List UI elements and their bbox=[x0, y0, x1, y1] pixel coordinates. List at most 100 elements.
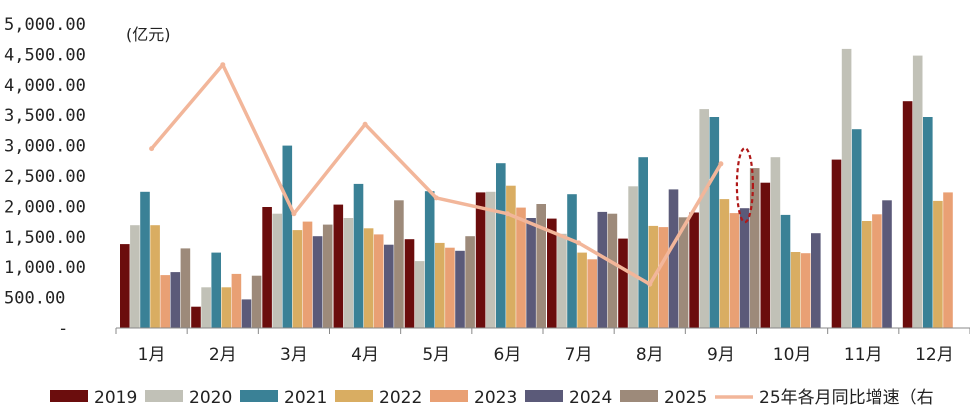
bar bbox=[800, 253, 811, 328]
bar bbox=[841, 48, 852, 329]
bar bbox=[638, 157, 648, 328]
bar bbox=[160, 275, 170, 328]
bar bbox=[475, 192, 486, 328]
bar bbox=[373, 234, 384, 328]
bar bbox=[150, 225, 160, 328]
growth-point bbox=[647, 281, 653, 287]
growth-point bbox=[576, 240, 582, 246]
growth-line bbox=[149, 62, 724, 287]
y-tick-label: 4,000.00 bbox=[4, 76, 86, 96]
bar bbox=[689, 212, 699, 328]
bar bbox=[678, 217, 689, 328]
bar bbox=[322, 224, 333, 328]
bar bbox=[211, 252, 221, 328]
bar bbox=[749, 168, 760, 328]
legend-swatch bbox=[145, 390, 183, 402]
x-tick-label: 12月 bbox=[915, 345, 954, 365]
legend: 2019 2020 2021 2022 2023 2024 2025 25年各月同比增速（右 bbox=[50, 388, 934, 408]
bar bbox=[719, 199, 730, 328]
series-2024 bbox=[170, 189, 892, 328]
bar bbox=[424, 191, 435, 328]
bar bbox=[567, 194, 577, 328]
legend-swatch bbox=[430, 390, 468, 402]
bar bbox=[668, 189, 679, 328]
bar bbox=[201, 287, 211, 328]
bar bbox=[780, 214, 791, 328]
series-2025 bbox=[180, 168, 760, 328]
bar bbox=[811, 233, 821, 328]
bar bbox=[485, 191, 496, 328]
bar bbox=[526, 218, 536, 328]
bar bbox=[363, 228, 374, 328]
bar bbox=[923, 117, 933, 328]
x-axis: 1月 2月 3月 4月 5月 6月 7月 8月 9月 10月 11月 12月 bbox=[115, 327, 970, 365]
bar bbox=[394, 200, 404, 328]
legend-item: 2023 bbox=[430, 388, 517, 408]
bar bbox=[607, 213, 618, 328]
bar bbox=[628, 186, 638, 328]
bar bbox=[760, 182, 771, 328]
legend-label: 2021 bbox=[284, 388, 327, 408]
bar bbox=[536, 204, 546, 328]
bar bbox=[140, 191, 150, 328]
x-tick-label: 4月 bbox=[351, 345, 379, 365]
bar bbox=[933, 200, 943, 328]
x-tick-label: 9月 bbox=[707, 345, 735, 365]
legend-item: 2019 bbox=[50, 388, 137, 408]
legend-swatch bbox=[50, 390, 88, 402]
bar bbox=[618, 238, 628, 328]
bar bbox=[658, 227, 669, 328]
bar bbox=[465, 236, 475, 328]
series-2020 bbox=[130, 48, 923, 329]
x-tick-label: 10月 bbox=[773, 345, 812, 365]
legend-label: 2022 bbox=[379, 388, 422, 408]
y-tick-label: 500.00 bbox=[4, 289, 65, 309]
bar bbox=[272, 213, 282, 328]
bar bbox=[597, 211, 608, 328]
bar bbox=[516, 207, 526, 328]
y-tick-label: 3,000.00 bbox=[4, 137, 86, 157]
bar bbox=[770, 157, 781, 328]
legend-item: 2025 bbox=[620, 388, 707, 408]
bar bbox=[943, 192, 953, 328]
x-tick-label: 3月 bbox=[280, 345, 308, 365]
bar bbox=[292, 230, 303, 328]
bar bbox=[404, 239, 415, 328]
bar bbox=[577, 252, 587, 328]
bar bbox=[506, 185, 516, 328]
bar bbox=[231, 273, 242, 328]
legend-item: 2022 bbox=[335, 388, 422, 408]
bar bbox=[312, 236, 323, 328]
bar bbox=[455, 250, 465, 328]
y-tick-label: - bbox=[58, 319, 68, 339]
bar bbox=[587, 259, 597, 328]
legend-label: 2024 bbox=[569, 388, 612, 408]
legend-item: 2024 bbox=[525, 388, 612, 408]
bar bbox=[790, 252, 801, 328]
annotation-ellipse bbox=[735, 147, 755, 224]
bar bbox=[251, 275, 262, 328]
bar bbox=[384, 244, 394, 328]
legend-item: 2020 bbox=[145, 388, 232, 408]
x-tick-label: 8月 bbox=[636, 345, 664, 365]
legend-swatch bbox=[335, 390, 373, 402]
bar bbox=[851, 129, 862, 328]
bar bbox=[130, 225, 140, 328]
y-tick-label: 2,000.00 bbox=[4, 197, 86, 217]
bar bbox=[282, 145, 293, 328]
legend-label: 2019 bbox=[94, 388, 137, 408]
y-tick-label: 1,500.00 bbox=[4, 228, 86, 248]
bar bbox=[191, 306, 201, 328]
bar bbox=[414, 261, 425, 328]
bar bbox=[547, 218, 557, 328]
x-tick-label: 6月 bbox=[494, 345, 522, 365]
bar bbox=[241, 299, 252, 328]
bar bbox=[302, 221, 313, 328]
growth-point bbox=[718, 161, 724, 167]
bar bbox=[180, 248, 191, 328]
bar bbox=[120, 244, 130, 328]
legend-item: 25年各月同比增速（右 bbox=[715, 388, 934, 408]
bar bbox=[343, 218, 354, 328]
x-tick-label: 7月 bbox=[565, 345, 593, 365]
y-tick-label: 2,500.00 bbox=[4, 167, 86, 187]
